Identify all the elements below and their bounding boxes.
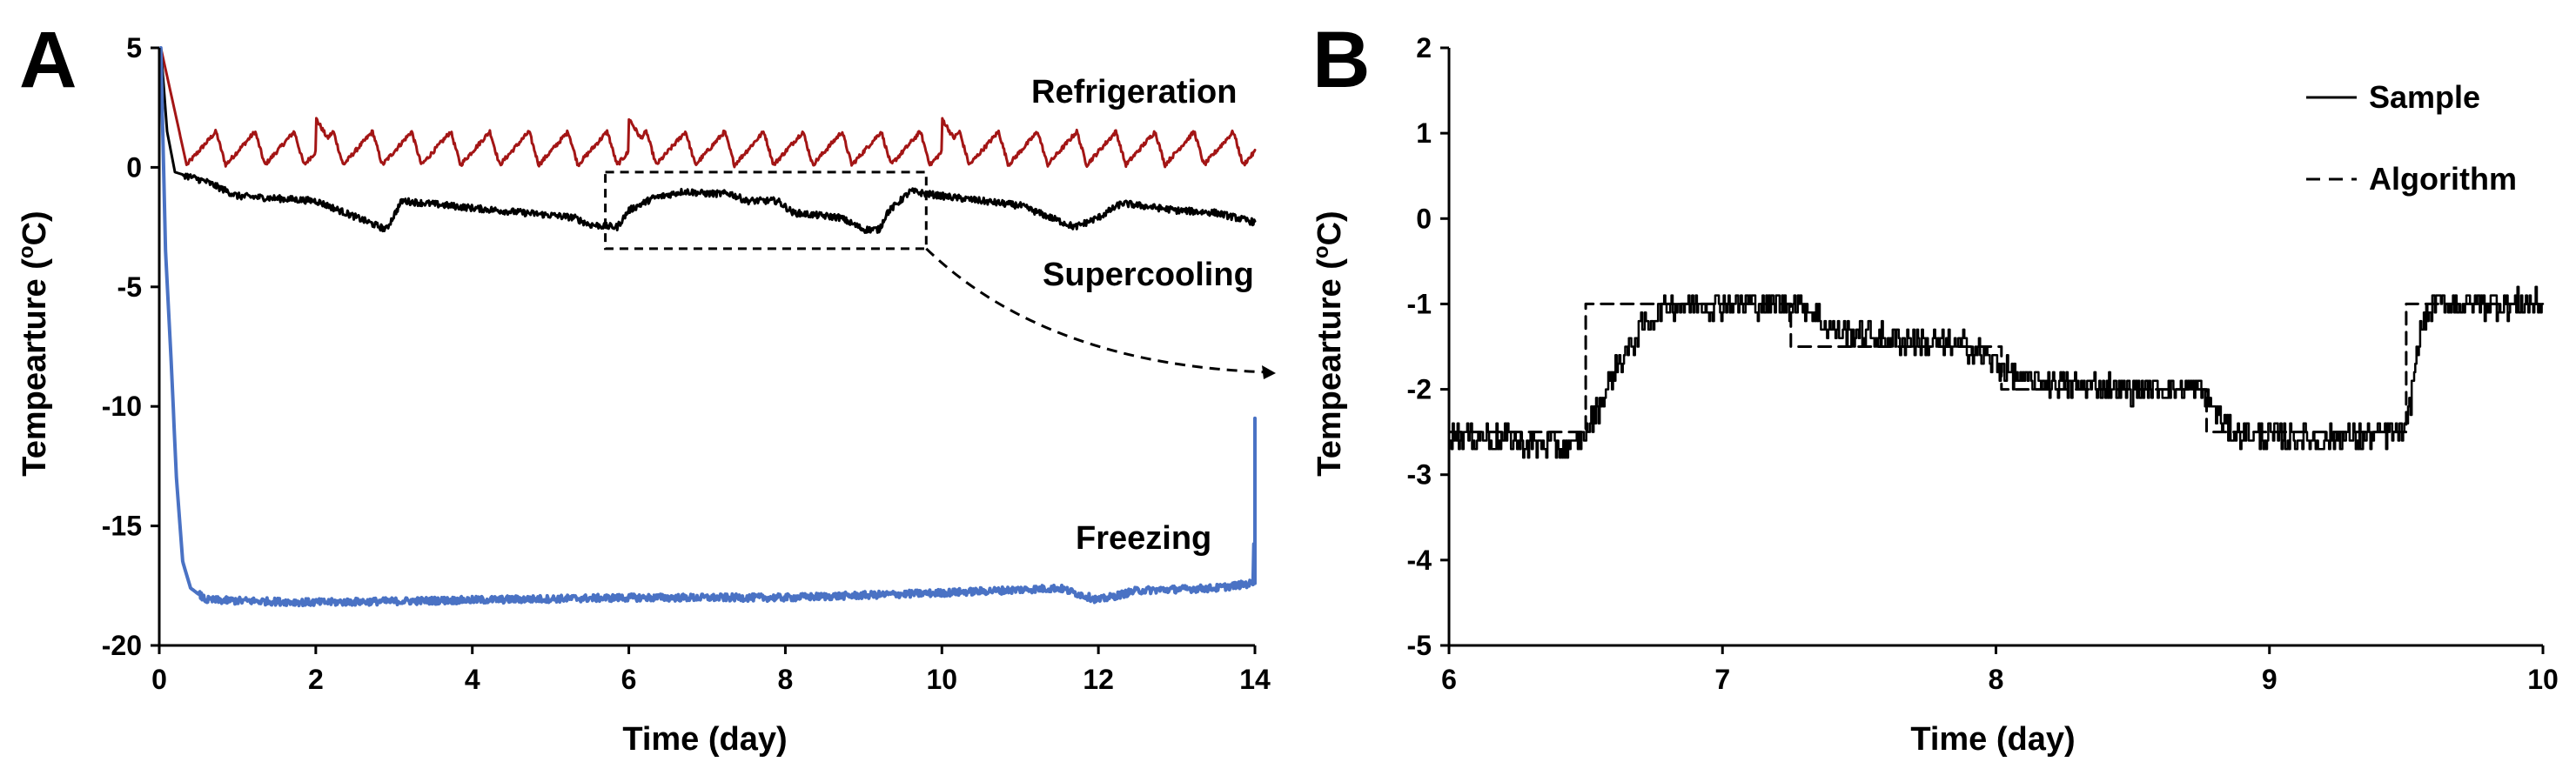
zoom-arrow-head [1262, 365, 1276, 379]
panel-a-x-tick-label: 14 [1239, 664, 1271, 695]
panel-a-x-tick-label: 8 [778, 664, 794, 695]
panel-letter-b: B [1312, 16, 1370, 104]
series-supercooling-line [159, 46, 1257, 234]
series-algorithm-line [1447, 302, 2545, 434]
panel-b-legend: Sample Algorithm [2306, 79, 2517, 197]
panel-a-y-tick-label: -5 [117, 271, 142, 303]
panel-a-x-tick-label: 6 [621, 664, 637, 695]
panel-b-x-tick-label: 9 [2262, 664, 2277, 695]
panel-a-x-tick-label: 2 [308, 664, 324, 695]
panel-a-y-axis-title: Tempearture (oC) [15, 211, 53, 476]
legend-label-algorithm: Algorithm [2369, 161, 2517, 197]
panel-a-y-tick-label: -10 [102, 391, 142, 422]
panel-letter-a: A [19, 16, 77, 104]
panel-b-series [1447, 285, 2545, 459]
zoom-arrow-line [925, 247, 1273, 374]
panel-b-y-tick-label: -3 [1407, 459, 1432, 491]
series-refrigeration-line [159, 46, 1257, 169]
zoom-region-box [604, 170, 928, 251]
series-freezing-line [158, 46, 1257, 608]
panel-a-x-tick-label: 12 [1083, 664, 1114, 695]
panel-b-x-tick-label: 6 [1441, 664, 1457, 695]
panel-a-y-tick-label: -20 [102, 630, 142, 661]
panel-b-y-tick-label: -2 [1407, 374, 1432, 405]
panel-a-y-tick-label: -15 [102, 511, 142, 542]
panel-b-y-tick-label: 1 [1416, 117, 1432, 149]
series-sample-line [1447, 285, 2545, 459]
annotation-supercooling: Supercooling [1043, 257, 1254, 293]
panel-b-y-tick-label: 2 [1416, 32, 1432, 63]
panel-a-annotations: Refrigeration Supercooling Freezing [1031, 74, 1254, 557]
panel-b-y-tick-label: -4 [1407, 545, 1432, 576]
panel-a-x-tick-label: 0 [151, 664, 167, 695]
panel-b-axes: 210-1-2-3-4-56 7 8 9 10 [1407, 32, 2559, 695]
panel-b-x-tick-label: 7 [1714, 664, 1730, 695]
panel-a-x-tick-label: 4 [465, 664, 480, 695]
legend-label-sample: Sample [2369, 79, 2480, 115]
panel-a-y-tick-label: 5 [126, 32, 142, 63]
annotation-freezing: Freezing [1076, 520, 1211, 557]
panel-b-y-tick-label: -5 [1407, 630, 1432, 661]
panel-b-y-tick-label: 0 [1416, 203, 1432, 234]
panel-a-x-axis-title: Time (day) [622, 721, 787, 758]
panel-a-x-tick-label: 10 [926, 664, 957, 695]
panel-b-y-axis-title: Tempearture (oC) [1310, 211, 1348, 476]
panel-b-y-tick-label: -1 [1407, 288, 1432, 319]
annotation-refrigeration: Refrigeration [1031, 74, 1237, 110]
panel-a-series [158, 46, 1276, 608]
panel-b-x-tick-label: 8 [1989, 664, 2004, 695]
panel-b-x-tick-label: 10 [2527, 664, 2559, 695]
panel-a-axes: 5 0 -5 -10 -15 -20 0 2 4 6 8 10 12 14 [102, 32, 1271, 695]
panel-a-y-tick-label: 0 [126, 151, 142, 183]
panel-b-x-axis-title: Time (day) [1910, 721, 2075, 758]
